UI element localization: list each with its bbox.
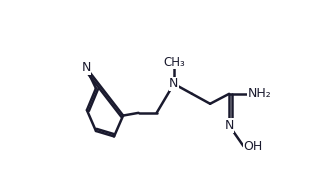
Text: N: N [169,77,179,90]
Text: N: N [225,119,234,132]
Text: CH₃: CH₃ [163,56,185,69]
Text: OH: OH [244,140,263,153]
Text: N: N [81,61,91,74]
Text: NH₂: NH₂ [248,87,272,100]
